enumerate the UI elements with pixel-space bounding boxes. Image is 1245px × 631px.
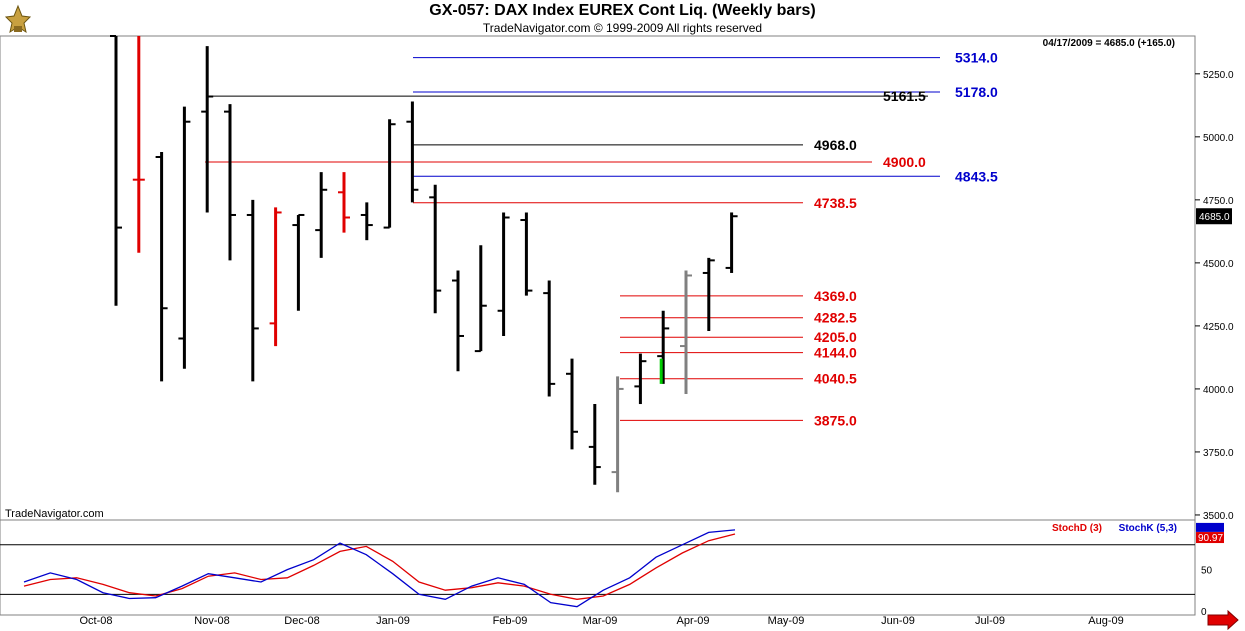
stoch-tick-label: 50 [1201,566,1213,577]
y-tick-label: 5250.0 [1203,70,1234,81]
x-tick-label: Aug-09 [1088,615,1123,627]
y-tick-label: 4500.0 [1203,259,1234,270]
x-tick-label: Oct-08 [79,615,112,627]
y-tick-label: 4000.0 [1203,385,1234,396]
ohlc-bar [520,212,533,296]
chart-header: GX-057: DAX Index EUREX Cont Liq. (Weekl… [0,0,1245,36]
legend-stoch-d: StochD (3) [1052,523,1102,534]
price-level: 4282.5 [620,310,857,326]
ohlc-bar [657,310,670,384]
ohlc-bar [702,257,715,331]
price-level-label: 4843.5 [955,168,998,184]
price-level-label: 4738.5 [814,195,857,211]
price-level-label: 4205.0 [814,329,857,345]
ohlc-bar [406,101,419,203]
x-tick-label: Feb-09 [493,615,528,627]
price-level-label: 4040.5 [814,371,857,387]
watermark: TradeNavigator.com [5,508,104,520]
x-tick-label: Jun-09 [881,615,915,627]
ohlc-bar [452,270,464,372]
stoch-d-badge [1196,532,1224,544]
stochastic-pane [0,519,1196,616]
ohlc-bar [680,270,692,394]
ohlc-bar [497,212,510,336]
price-pane [0,35,1196,521]
ohlc-bar [155,151,168,382]
stoch-last-value: 90.97 [1198,533,1223,544]
price-level: 4900.0 [205,154,926,170]
ohlc-bar [315,172,328,258]
y-tick-label: 4750.0 [1203,196,1234,207]
x-tick-label: May-09 [768,615,805,627]
x-tick-label: Jul-09 [975,615,1005,627]
stoch-k-line [23,529,736,608]
ohlc-bar [246,199,259,382]
ohlc-bar [224,104,236,261]
x-tick-label: Apr-09 [676,615,709,627]
price-level: 4369.0 [620,288,857,304]
price-level-label: 4282.5 [814,310,857,326]
ohlc-bar [110,35,122,306]
legend-stoch-k: StochK (5,3) [1119,523,1177,534]
price-level-label: 4369.0 [814,288,857,304]
ohlc-bar [566,358,578,450]
price-level-label: 4968.0 [814,137,857,153]
chart-copyright: TradeNavigator.com © 1999-2009 All right… [482,21,763,35]
ohlc-bar [543,280,556,397]
y-tick-label: 3500.0 [1203,511,1234,522]
chart-title: GX-057: DAX Index EUREX Cont Liq. (Weekl… [429,2,816,19]
last-price-label: 4685.0 [1199,212,1230,223]
price-level: 4040.5 [620,371,857,387]
price-level-label: 5314.0 [955,50,998,66]
price-level-label: 3875.0 [814,412,857,428]
price-level: 5314.0 [413,50,998,66]
x-tick-label: Nov-08 [194,615,229,627]
ohlc-bar [429,184,442,314]
price-level: 4968.0 [413,137,857,153]
price-level: 4738.5 [413,195,857,211]
ohlc-bar [132,36,145,253]
stoch-tick-label: 0 [1201,607,1207,618]
ohlc-bar [292,213,305,311]
scroll-right-arrow-icon[interactable] [1207,609,1239,631]
stoch-k-badge [1196,522,1224,532]
last-price-badge [1196,208,1232,225]
price-level: 4843.5 [413,168,998,184]
ohlc-bar [383,119,396,229]
price-level: 5161.5 [208,88,928,104]
y-tick-label: 4250.0 [1203,322,1234,333]
y-tick-label: 3750.0 [1203,448,1234,459]
price-level: 3875.0 [620,412,857,428]
ohlc-bar [360,202,373,241]
ohlc-bar [178,106,191,369]
price-level-label: 5161.5 [883,88,926,104]
price-level: 5178.0 [413,84,998,100]
ohlc-bar [588,404,601,485]
x-tick-label: Dec-08 [284,615,319,627]
x-tick-label: Mar-09 [583,615,618,627]
ohlc-bar [634,353,647,405]
price-level-label: 4900.0 [883,154,926,170]
ohlc-bar [338,172,350,233]
ohlc-bar [201,46,214,213]
price-level: 4205.0 [620,329,857,345]
ohlc-bar [269,207,282,347]
stoch-d-line [23,533,736,600]
y-tick-label: 5000.0 [1203,133,1234,144]
price-level-label: 4144.0 [814,345,857,361]
ohlc-bar [611,376,624,493]
trade-navigator-logo-icon [4,4,32,34]
ohlc-bar [474,245,487,353]
x-tick-label: Jan-09 [376,615,410,627]
price-level: 4144.0 [620,345,857,361]
ohlc-bar [725,212,738,273]
price-level-label: 5178.0 [955,84,998,100]
last-bar-info: 04/17/2009 = 4685.0 (+165.0) [1043,38,1175,49]
